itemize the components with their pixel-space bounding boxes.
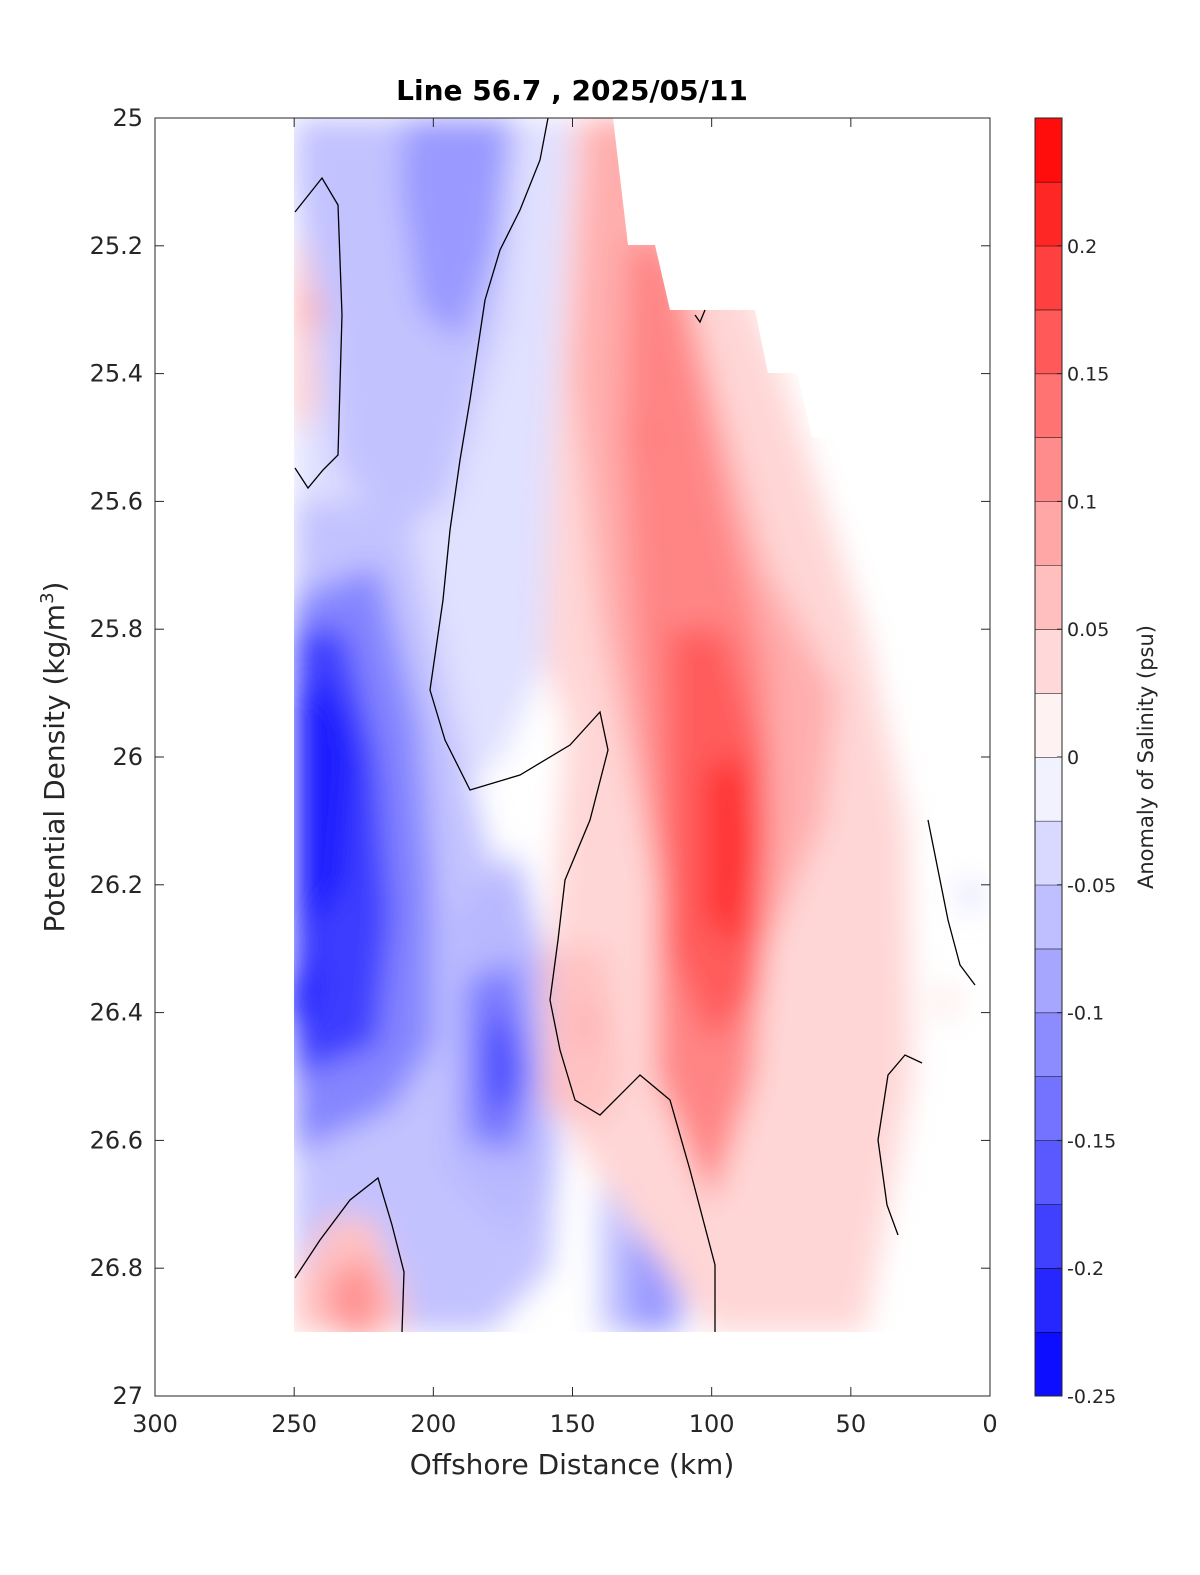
colorbar-band — [1035, 757, 1062, 821]
x-tick-label: 0 — [982, 1410, 997, 1438]
y-tick-label: 26 — [112, 743, 143, 771]
zero-contours — [294, 118, 976, 1333]
colorbar-band — [1035, 1332, 1062, 1396]
y-axis-label: Potential Density (kg/m3) — [37, 582, 71, 933]
positive-core — [294, 285, 323, 334]
positive-core — [572, 1001, 601, 1050]
colorbar-label: Anomaly of Salinity (psu) — [1134, 625, 1158, 889]
y-axis-label-sup: 3 — [37, 592, 58, 603]
negative-core — [452, 221, 481, 270]
colorbar-band — [1035, 181, 1062, 246]
x-axis-label: Offshore Distance (km) — [410, 1448, 735, 1481]
colorbar-tick-label: -0.25 — [1067, 1386, 1116, 1408]
colorbar-tick-label: 0.05 — [1067, 619, 1109, 641]
x-tick-label: 300 — [132, 1410, 178, 1438]
y-axis-label-close: ) — [38, 582, 71, 593]
chart-title: Line 56.7 , 2025/05/11 — [396, 74, 748, 107]
colorbar-band — [1035, 1012, 1062, 1077]
colorbar-tick-label: -0.05 — [1067, 875, 1116, 897]
colorbar-band — [1035, 118, 1062, 182]
negative-anomaly-region — [956, 884, 985, 917]
positive-anomaly-region — [934, 980, 957, 1013]
colorbar-tick-label: -0.2 — [1067, 1258, 1104, 1280]
y-tick-label: 25.8 — [90, 615, 143, 643]
colorbar-tick-label: 0 — [1067, 747, 1079, 769]
colorbar-tick-label: 0.2 — [1067, 236, 1097, 258]
x-axis: 300 250 200 150 100 50 0 — [132, 118, 998, 1438]
colorbar-band — [1035, 1076, 1062, 1141]
colorbar-band — [1035, 501, 1062, 566]
y-tick-label: 26.4 — [90, 999, 143, 1027]
colorbar: 0.2 0.15 0.1 0.05 0 -0.05 -0.1 -0.15 -0.2 -0.25 — [1034, 117, 1116, 1408]
y-tick-label: 26.8 — [90, 1254, 143, 1282]
colorbar-tick-label: -0.15 — [1067, 1130, 1116, 1152]
colorbar-tick-label: 0.1 — [1067, 491, 1097, 513]
positive-core — [636, 413, 665, 462]
anomaly-blobs — [294, 118, 985, 1332]
colorbar-band — [1035, 437, 1062, 502]
x-tick-label: 200 — [410, 1410, 456, 1438]
colorbar-band — [1035, 373, 1062, 438]
zero-contour — [927, 819, 976, 986]
x-tick-label: 100 — [689, 1410, 735, 1438]
colorbar-tick-label: 0.15 — [1067, 364, 1109, 386]
x-tick-label: 250 — [271, 1410, 317, 1438]
positive-core — [349, 1295, 378, 1332]
x-tick-label: 150 — [550, 1410, 596, 1438]
colorbar-band — [1035, 820, 1062, 885]
colorbar-band — [1035, 693, 1062, 757]
colorbar-band — [1035, 1140, 1062, 1205]
colorbar-band — [1035, 245, 1062, 310]
zero-contour — [694, 309, 706, 324]
colorbar-band — [1035, 1268, 1062, 1333]
x-tick-label: 50 — [836, 1410, 867, 1438]
y-tick-label: 25.6 — [90, 487, 143, 515]
zero-contour — [877, 1054, 923, 1236]
y-axis-label-main: Potential Density (kg/m — [38, 604, 71, 933]
negative-core — [633, 1256, 662, 1305]
colorbar-band — [1035, 629, 1062, 694]
colorbar-band — [1035, 565, 1062, 630]
y-tick-label: 26.6 — [90, 1126, 143, 1154]
zero-contour — [429, 118, 716, 1332]
contour-field — [294, 118, 990, 1333]
colorbar-band — [1035, 1204, 1062, 1269]
positive-core — [714, 848, 743, 897]
y-tick-label: 25 — [112, 104, 143, 132]
zero-contour — [294, 176, 343, 490]
negative-core — [294, 975, 314, 1024]
zero-contour — [294, 1176, 405, 1333]
colorbar-band — [1035, 948, 1062, 1013]
colorbar-band — [1035, 309, 1062, 374]
y-tick-label: 25.4 — [90, 360, 143, 388]
y-tick-label: 27 — [112, 1382, 143, 1410]
y-tick-label: 26.2 — [90, 871, 143, 899]
colorbar-tick-label: -0.1 — [1067, 1003, 1104, 1025]
negative-core — [321, 707, 350, 756]
negative-core — [483, 1039, 512, 1088]
negative-anomaly-region — [399, 118, 512, 342]
colorbar-band — [1035, 884, 1062, 949]
y-tick-label: 25.2 — [90, 232, 143, 260]
y-axis: 25 25.2 25.4 25.6 25.8 26 26.2 26.4 26.6 26.8 27 — [90, 104, 990, 1410]
